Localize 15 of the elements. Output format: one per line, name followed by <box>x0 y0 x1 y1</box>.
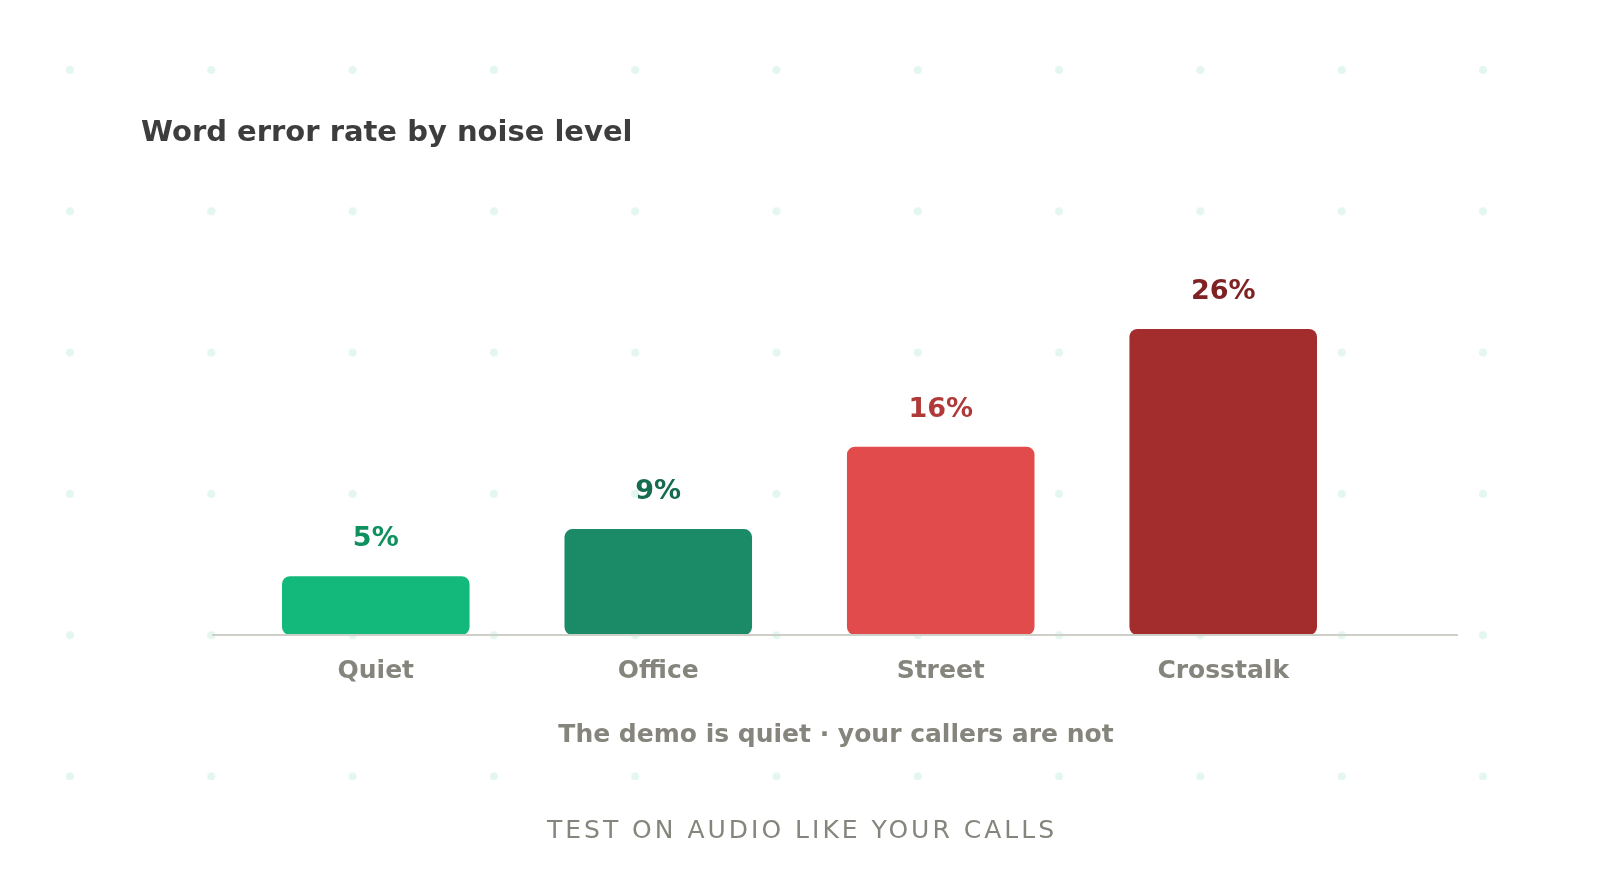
data-label: 9% <box>635 474 682 506</box>
data-label: 5% <box>352 521 399 553</box>
chart-title: Word error rate by noise level <box>141 114 633 148</box>
data-label: 16% <box>908 391 974 423</box>
bar <box>846 446 1035 635</box>
x-tick-label: Street <box>896 655 985 684</box>
bar <box>282 576 470 635</box>
data-label: 26% <box>1190 274 1256 305</box>
bar <box>564 529 753 635</box>
x-tick-label: Office <box>617 655 699 684</box>
x-axis-title: The demo is quiet · your callers are not <box>558 719 1114 748</box>
x-tick-label: Quiet <box>337 655 415 684</box>
x-tick-label: Crosstalk <box>1157 655 1291 684</box>
bar <box>1129 329 1317 635</box>
text: TEST ON AUDIO LIKE YOUR CALLS <box>545 815 1058 844</box>
